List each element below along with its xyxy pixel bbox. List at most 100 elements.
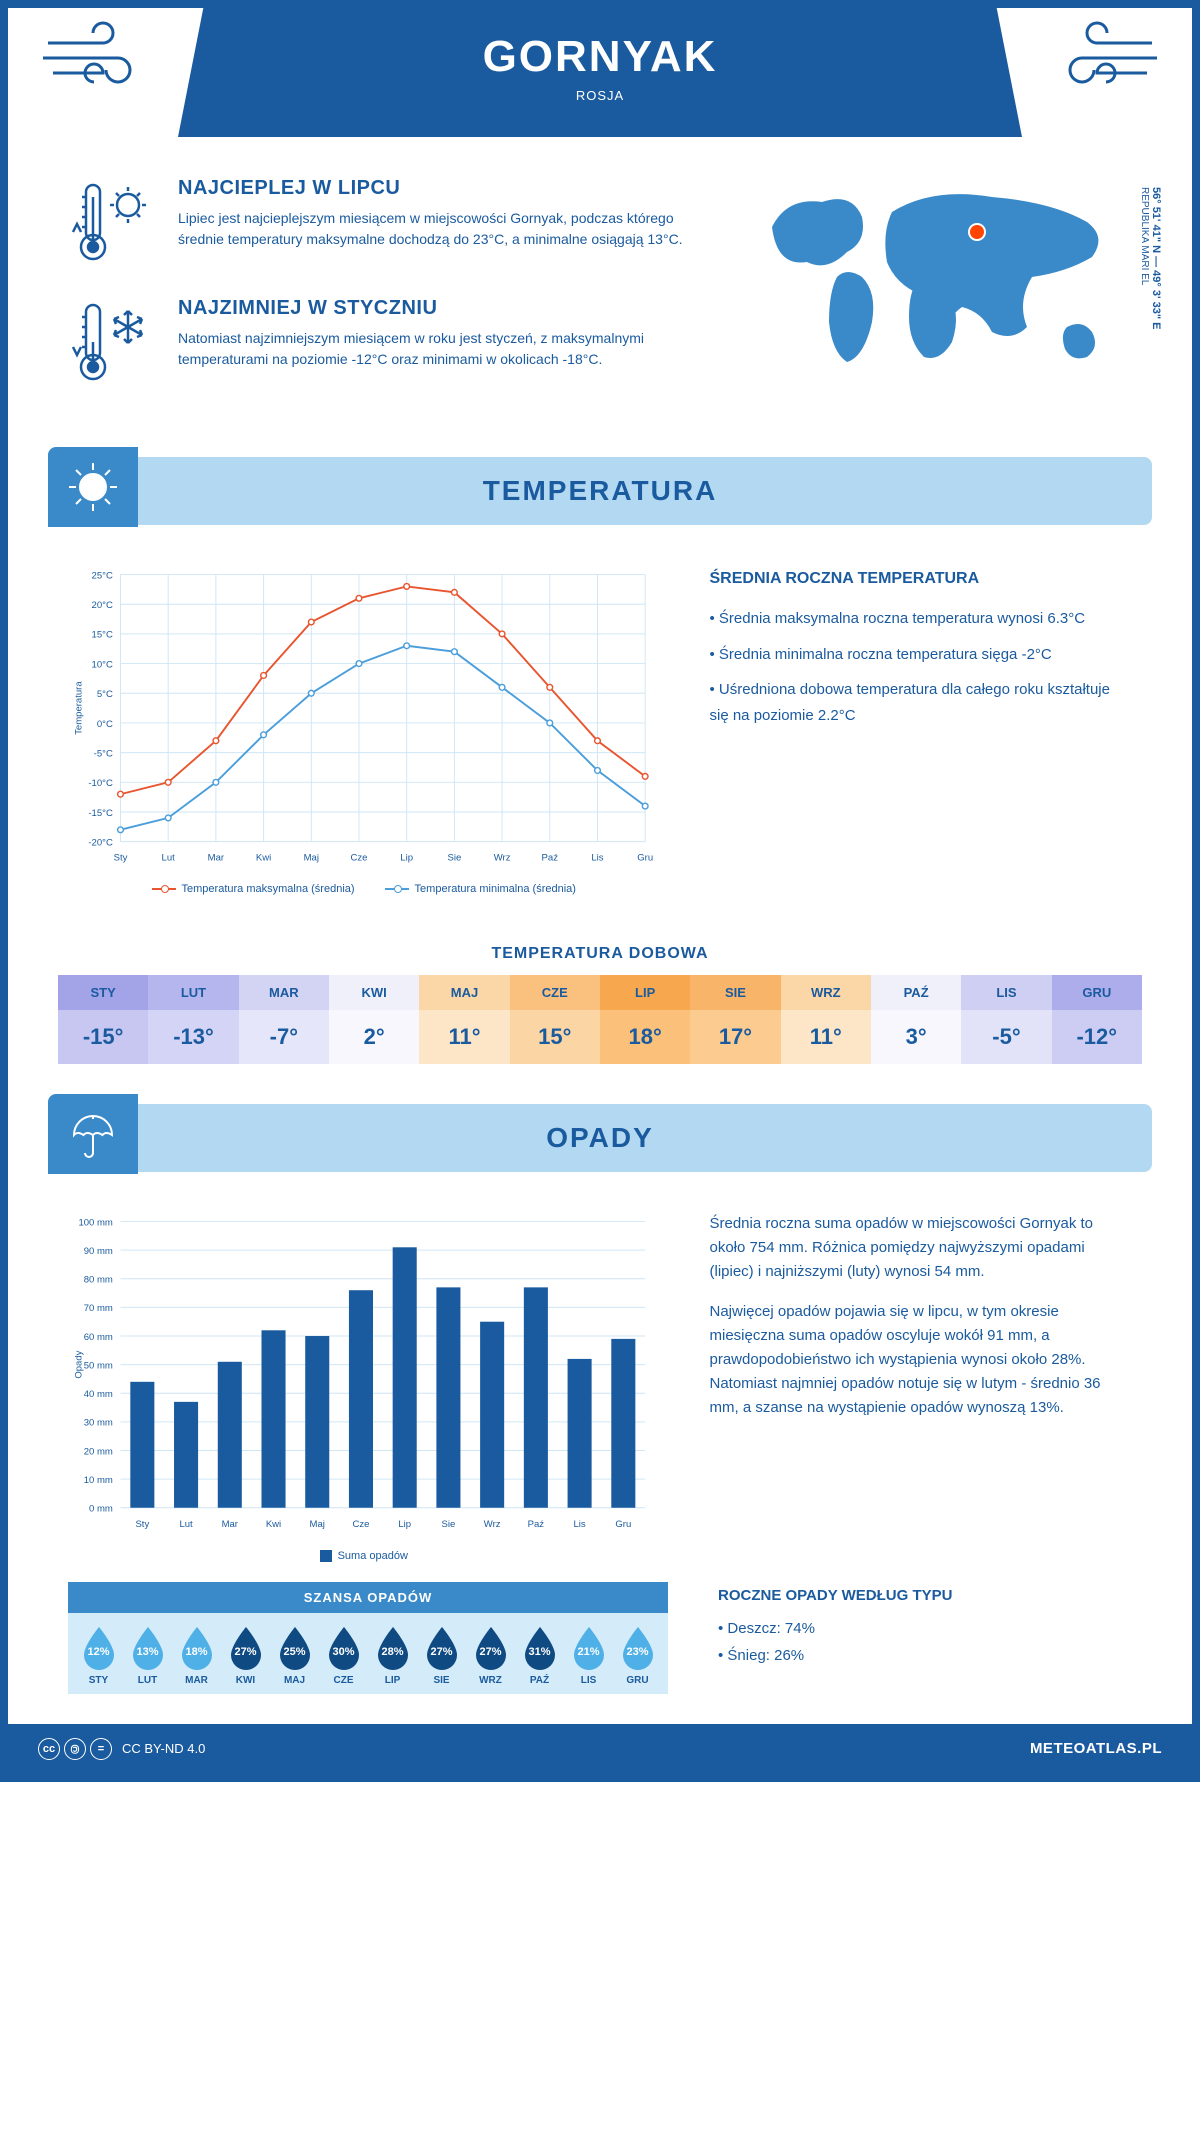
coldest-text: Natomiast najzimniejszym miesiącem w rok…: [178, 328, 712, 370]
coldest-title: NAJZIMNIEJ W STYCZNIU: [178, 297, 712, 320]
svg-text:Paź: Paź: [528, 1519, 545, 1530]
coldest-block: NAJZIMNIEJ W STYCZNIU Natomiast najzimni…: [68, 297, 712, 387]
chance-cell: 13% LUT: [123, 1625, 172, 1686]
svg-text:Cze: Cze: [353, 1519, 370, 1530]
svg-text:5°C: 5°C: [97, 689, 113, 700]
precipitation-chart: 0 mm10 mm20 mm30 mm40 mm50 mm60 mm70 mm8…: [68, 1212, 660, 1561]
svg-text:Lip: Lip: [398, 1519, 411, 1530]
thermometer-snow-icon: [68, 297, 158, 387]
svg-text:40 mm: 40 mm: [84, 1389, 113, 1400]
coordinates: 56° 51' 41" N — 49° 3' 33" E REPUBLIKA M…: [1138, 187, 1162, 329]
daily-cell: MAJ 11°: [419, 975, 509, 1064]
precipitation-section-header: OPADY: [48, 1104, 1152, 1172]
title-banner: GORNYAK ROSJA: [178, 8, 1022, 137]
chance-cell: 21% LIS: [564, 1625, 613, 1686]
svg-text:Gru: Gru: [637, 853, 653, 864]
temperature-chart: -20°C-15°C-10°C-5°C0°C5°C10°C15°C20°C25°…: [68, 565, 660, 895]
world-map: [752, 177, 1132, 377]
chance-title: SZANSA OPADÓW: [68, 1582, 668, 1613]
chance-cell: 28% LIP: [368, 1625, 417, 1686]
svg-text:Mar: Mar: [208, 853, 225, 864]
legend-max: Temperatura maksymalna (średnia): [152, 883, 355, 895]
warmest-text: Lipiec jest najcieplejszym miesiącem w m…: [178, 208, 712, 250]
svg-text:0°C: 0°C: [97, 719, 113, 730]
daily-temp-table: STY -15° LUT -13° MAR -7° KWI 2° MAJ 11°…: [58, 975, 1142, 1064]
intro-section: NAJCIEPLEJ W LIPCU Lipiec jest najcieple…: [8, 137, 1192, 447]
country-subtitle: ROSJA: [178, 88, 1022, 103]
svg-text:10°C: 10°C: [92, 659, 113, 670]
temperature-section-header: TEMPERATURA: [48, 457, 1152, 525]
site-name: METEOATLAS.PL: [1030, 1740, 1162, 1757]
daily-cell: LIS -5°: [961, 975, 1051, 1064]
sun-icon: [48, 447, 138, 527]
daily-cell: SIE 17°: [690, 975, 780, 1064]
svg-text:100 mm: 100 mm: [78, 1218, 112, 1229]
chance-cell: 25% MAJ: [270, 1625, 319, 1686]
daily-temp-title: TEMPERATURA DOBOWA: [8, 945, 1192, 963]
svg-text:70 mm: 70 mm: [84, 1303, 113, 1314]
svg-text:20°C: 20°C: [92, 600, 113, 611]
svg-text:Cze: Cze: [351, 853, 368, 864]
chance-cell: 18% MAR: [172, 1625, 221, 1686]
svg-text:-5°C: -5°C: [94, 748, 113, 759]
warmest-block: NAJCIEPLEJ W LIPCU Lipiec jest najcieple…: [68, 177, 712, 267]
chance-cell: 31% PAŹ: [515, 1625, 564, 1686]
cc-icon: cc: [38, 1738, 60, 1760]
svg-text:0 mm: 0 mm: [89, 1504, 113, 1515]
svg-text:20 mm: 20 mm: [84, 1447, 113, 1458]
city-title: GORNYAK: [178, 32, 1022, 82]
svg-text:Lis: Lis: [574, 1519, 586, 1530]
svg-text:Kwi: Kwi: [256, 853, 271, 864]
wind-icon-left: [38, 18, 158, 98]
umbrella-icon: [48, 1094, 138, 1174]
svg-text:Maj: Maj: [310, 1519, 325, 1530]
svg-text:Gru: Gru: [615, 1519, 631, 1530]
svg-text:Paź: Paź: [542, 853, 559, 864]
license: cc 🄯 = CC BY-ND 4.0: [38, 1738, 205, 1760]
daily-cell: MAR -7°: [239, 975, 329, 1064]
header: GORNYAK ROSJA: [8, 8, 1192, 137]
warmest-title: NAJCIEPLEJ W LIPCU: [178, 177, 712, 200]
precipitation-type: ROCZNE OPADY WEDŁUG TYPU • Deszcz: 74% •…: [718, 1582, 1132, 1669]
chance-cell: 27% KWI: [221, 1625, 270, 1686]
chance-cell: 30% CZE: [319, 1625, 368, 1686]
daily-cell: PAŹ 3°: [871, 975, 961, 1064]
svg-text:Kwi: Kwi: [266, 1519, 281, 1530]
svg-text:Lip: Lip: [400, 853, 413, 864]
svg-text:Sty: Sty: [114, 853, 128, 864]
daily-cell: GRU -12°: [1052, 975, 1142, 1064]
svg-text:Wrz: Wrz: [494, 853, 511, 864]
legend-precip: Suma opadów: [320, 1550, 408, 1562]
chance-cell: 12% STY: [74, 1625, 123, 1686]
footer: cc 🄯 = CC BY-ND 4.0 METEOATLAS.PL: [8, 1724, 1192, 1774]
svg-text:-15°C: -15°C: [88, 808, 113, 819]
svg-text:Maj: Maj: [304, 853, 319, 864]
svg-text:60 mm: 60 mm: [84, 1332, 113, 1343]
svg-text:-10°C: -10°C: [88, 778, 113, 789]
by-icon: 🄯: [64, 1738, 86, 1760]
daily-cell: LIP 18°: [600, 975, 690, 1064]
svg-text:Lut: Lut: [179, 1519, 193, 1530]
svg-text:Sie: Sie: [442, 1519, 456, 1530]
svg-text:15°C: 15°C: [92, 630, 113, 641]
svg-text:Sty: Sty: [135, 1519, 149, 1530]
legend-min: Temperatura minimalna (średnia): [385, 883, 576, 895]
svg-text:Opady: Opady: [73, 1351, 84, 1379]
daily-cell: LUT -13°: [148, 975, 238, 1064]
svg-text:10 mm: 10 mm: [84, 1475, 113, 1486]
precipitation-chance-box: SZANSA OPADÓW 12% STY 13% LUT 18% MAR 27…: [68, 1582, 668, 1694]
thermometer-sun-icon: [68, 177, 158, 267]
nd-icon: =: [90, 1738, 112, 1760]
daily-cell: STY -15°: [58, 975, 148, 1064]
svg-text:90 mm: 90 mm: [84, 1246, 113, 1257]
daily-cell: WRZ 11°: [781, 975, 871, 1064]
precipitation-info: Średnia roczna suma opadów w miejscowośc…: [710, 1212, 1133, 1561]
svg-text:Mar: Mar: [222, 1519, 239, 1530]
daily-cell: CZE 15°: [510, 975, 600, 1064]
svg-text:Sie: Sie: [447, 853, 461, 864]
svg-text:80 mm: 80 mm: [84, 1275, 113, 1286]
svg-text:30 mm: 30 mm: [84, 1418, 113, 1429]
chance-cell: 27% WRZ: [466, 1625, 515, 1686]
svg-text:Lis: Lis: [591, 853, 603, 864]
daily-cell: KWI 2°: [329, 975, 419, 1064]
